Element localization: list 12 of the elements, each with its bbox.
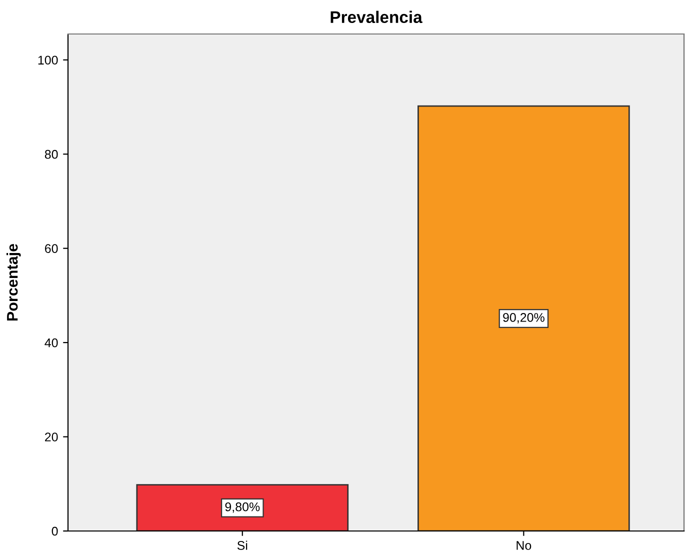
y-tick-label: 40 — [44, 338, 58, 348]
y-tick-label: 100 — [38, 56, 58, 65]
y-tick-label: 20 — [45, 432, 58, 442]
data-label: 90,20% — [503, 313, 544, 324]
y-tick-label: 80 — [44, 150, 58, 159]
data-label: 9,80% — [225, 502, 260, 513]
x-tick-label: No — [516, 541, 532, 550]
y-axis-title: Porcentaje — [6, 244, 21, 321]
chart-title: Prevalencia — [330, 10, 422, 24]
y-tick-label: 0 — [52, 526, 58, 536]
x-tick-label: Si — [237, 540, 248, 550]
y-tick-label: 60 — [45, 244, 58, 253]
